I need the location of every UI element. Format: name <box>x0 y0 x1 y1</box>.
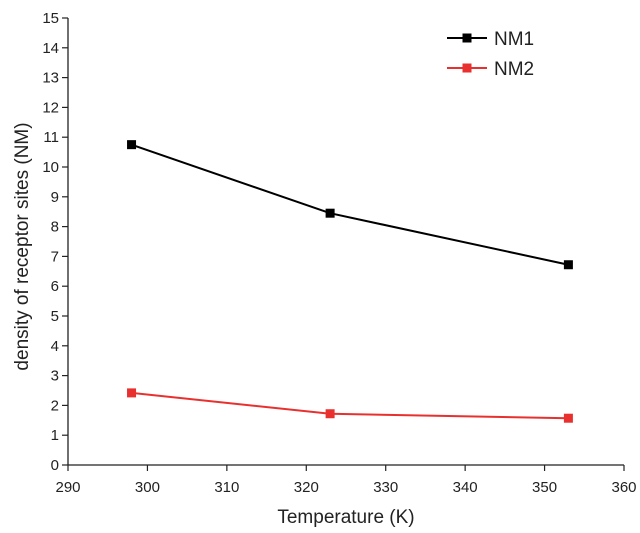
x-tick-label: 350 <box>532 479 557 496</box>
data-point <box>325 409 335 419</box>
legend-swatch-marker <box>462 63 472 73</box>
data-point <box>563 413 573 423</box>
x-tick-label: 340 <box>453 479 478 496</box>
data-point <box>127 388 137 398</box>
y-tick-label: 9 <box>51 189 59 206</box>
y-tick-label: 7 <box>51 248 59 265</box>
y-tick-label: 15 <box>42 10 59 27</box>
series-line <box>131 391 569 420</box>
x-axis-ticks: 290 300 310 320 330 340 350 360 <box>55 465 637 496</box>
y-tick-label: 6 <box>51 278 59 295</box>
legend-item-nm1: NM1 <box>447 29 534 50</box>
legend-label: NM2 <box>494 59 534 80</box>
legend-item-nm2: NM2 <box>447 59 534 80</box>
x-tick-label: 360 <box>611 479 636 496</box>
y-tick-label: 13 <box>42 70 59 87</box>
y-tick-label: 12 <box>42 99 59 116</box>
y-tick-label: 14 <box>42 40 59 57</box>
x-tick-label: 320 <box>294 479 319 496</box>
axes <box>67 18 624 466</box>
data-point <box>563 260 573 270</box>
y-tick-label: 10 <box>42 159 59 176</box>
x-tick-label: 290 <box>55 479 80 496</box>
x-tick-label: 300 <box>135 479 160 496</box>
x-axis-title: Temperature (K) <box>277 507 414 528</box>
series-layer <box>127 140 573 423</box>
y-tick-label: 4 <box>51 338 59 355</box>
x-tick-label: 330 <box>373 479 398 496</box>
series-line <box>131 143 569 266</box>
x-tick-label: 310 <box>214 479 239 496</box>
y-tick-label: 0 <box>51 457 59 474</box>
y-tick-label: 11 <box>43 129 59 146</box>
legend-swatch-marker <box>462 33 472 43</box>
y-tick-label: 1 <box>51 427 59 444</box>
data-point <box>325 208 335 218</box>
y-tick-label: 3 <box>51 368 59 385</box>
series-nm2 <box>127 388 573 423</box>
y-axis-title: density of receptor sites (NM) <box>12 122 33 370</box>
y-tick-label: 2 <box>51 397 59 414</box>
y-tick-label: 8 <box>51 219 59 236</box>
legend-label: NM1 <box>494 29 534 50</box>
series-nm1 <box>127 140 573 270</box>
data-point <box>127 140 137 150</box>
y-tick-label: 5 <box>51 308 59 325</box>
